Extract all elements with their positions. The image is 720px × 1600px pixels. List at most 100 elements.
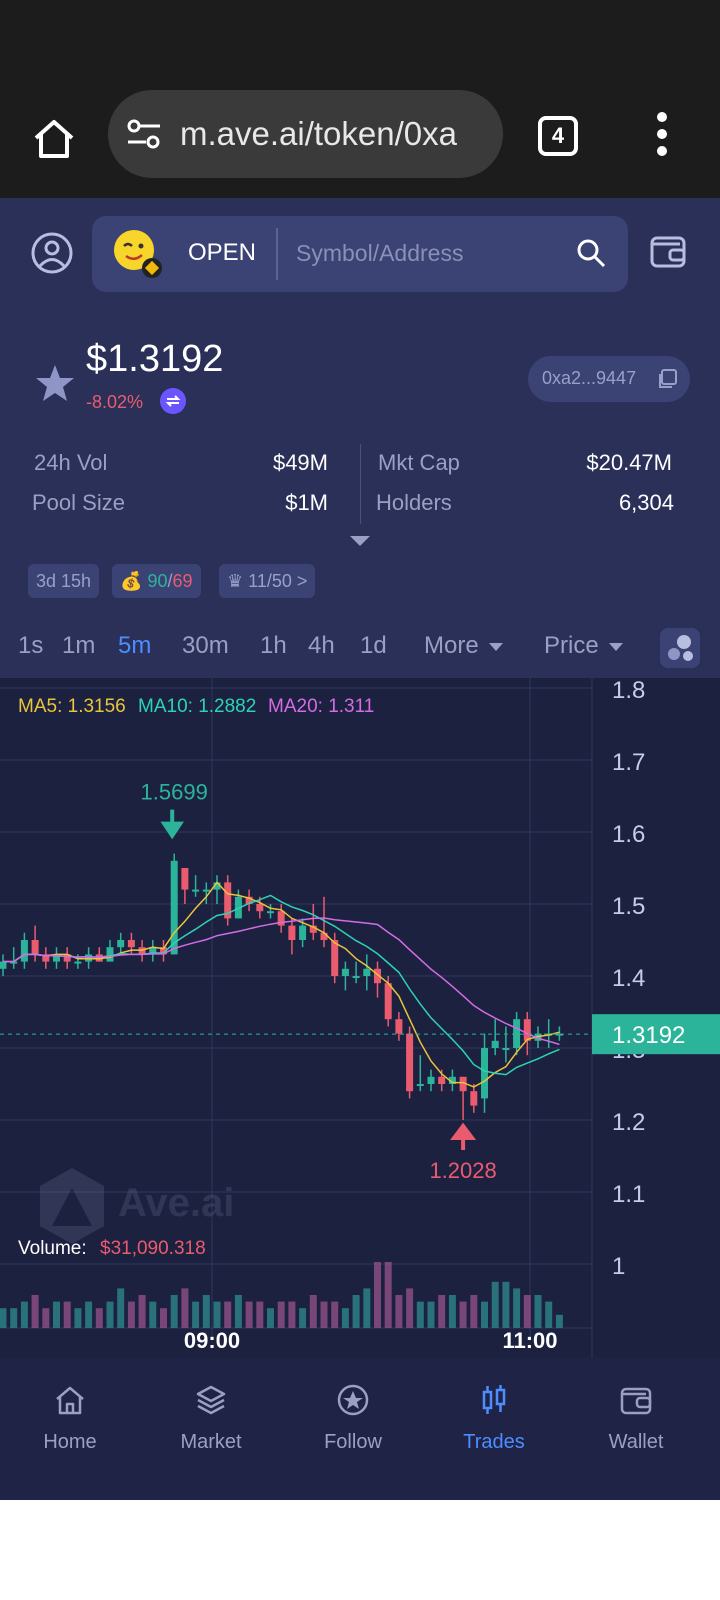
copy-icon[interactable] — [656, 368, 678, 390]
tf-30m[interactable]: 30m — [182, 632, 229, 659]
candle-body — [513, 1019, 521, 1048]
ma20-legend: MA20: 1.311 — [268, 696, 374, 717]
rank-value: 11/50 > — [248, 571, 308, 591]
nav-wallet[interactable]: Wallet — [576, 1382, 696, 1454]
tab-switcher-button[interactable]: 4 — [538, 116, 578, 156]
current-price-label: 1.3192 — [612, 1022, 685, 1049]
open-label[interactable]: OPEN — [188, 239, 257, 266]
search-input[interactable]: Symbol/Address — [296, 240, 464, 266]
volume-bar — [470, 1295, 478, 1328]
expand-caret-icon[interactable] — [350, 536, 370, 546]
candle-body — [470, 1091, 478, 1106]
swap-icon[interactable] — [160, 388, 186, 414]
volume-bar — [363, 1288, 371, 1328]
nav-home[interactable]: Home — [10, 1382, 130, 1454]
sell-count: 69 — [172, 571, 193, 591]
price-dropdown[interactable]: Price — [544, 632, 623, 660]
candle-body — [277, 911, 285, 926]
low-price-label: 1.2028 — [429, 1158, 496, 1183]
stats-divider — [360, 444, 361, 524]
token-price: $1.3192 — [86, 338, 224, 380]
volume-label: Volume: — [18, 1238, 87, 1259]
more-dropdown[interactable]: More — [424, 632, 503, 660]
contract-address-pill[interactable]: 0xa2...9447 — [528, 356, 690, 402]
current-price-tag — [592, 1014, 720, 1055]
buy-sell-tag[interactable]: 💰 90/69 — [112, 564, 201, 598]
stat-label-mkt-cap: Mkt Cap — [378, 450, 460, 475]
nav-trades-label: Trades — [463, 1431, 525, 1453]
nav-home-label: Home — [43, 1431, 97, 1453]
volume-bar — [374, 1262, 381, 1328]
rank-tag[interactable]: ♛ 11/50 > — [219, 564, 316, 598]
volume-bar — [117, 1288, 125, 1328]
indicator-settings-icon[interactable] — [660, 628, 700, 668]
volume-bar — [502, 1281, 510, 1328]
high-price-label: 1.5699 — [141, 780, 208, 805]
ave-logo-watermark: Ave.ai — [40, 1168, 234, 1244]
volume-bar — [395, 1295, 403, 1328]
candle-body — [267, 911, 274, 914]
volume-bar — [320, 1301, 328, 1328]
volume-bar — [127, 1301, 135, 1328]
candle-body — [384, 983, 392, 1020]
volume-bar — [42, 1308, 50, 1328]
volume-bar — [448, 1295, 456, 1328]
y-tick-label: 1.2 — [612, 1109, 645, 1136]
candlestick-icon — [482, 1385, 506, 1414]
volume-bar — [224, 1301, 232, 1328]
candle-body — [245, 896, 253, 904]
candle-body — [170, 860, 178, 955]
candle-body — [224, 882, 232, 919]
candle-body — [491, 1040, 499, 1048]
more-label: More — [424, 632, 479, 659]
y-tick-label: 1 — [612, 1253, 625, 1280]
volume-bar — [267, 1308, 274, 1328]
up-arrow-icon — [450, 1122, 477, 1150]
candle-body — [160, 947, 167, 955]
token-info-panel: $1.3192 -8.02% 0xa2...9447 24h Vol $49M … — [0, 308, 720, 618]
tf-4h[interactable]: 4h — [308, 632, 335, 659]
tf-1d[interactable]: 1d — [360, 632, 387, 659]
stat-label-holders: Holders — [376, 490, 452, 515]
buy-count: 90 — [147, 571, 168, 591]
volume-bar — [256, 1301, 264, 1328]
search-bar[interactable]: OPEN Symbol/Address — [92, 216, 628, 292]
stat-label-24h-vol: 24h Vol — [34, 450, 108, 475]
candle-body — [213, 882, 221, 890]
bottom-navigation: Home Market Follow Trades — [0, 1358, 720, 1500]
nav-follow[interactable]: Follow — [293, 1382, 413, 1454]
candle-body — [331, 940, 339, 976]
volume-bar — [10, 1308, 18, 1328]
wallet-icon[interactable] — [650, 232, 686, 272]
tf-1m[interactable]: 1m — [62, 632, 96, 659]
tf-1h[interactable]: 1h — [260, 632, 287, 659]
y-tick-label: 1.6 — [612, 821, 645, 848]
tf-1s[interactable]: 1s — [18, 632, 44, 659]
x-tick-label: 09:00 — [184, 1328, 240, 1353]
tf-5m[interactable]: 5m — [118, 632, 152, 659]
candle-body — [427, 1076, 435, 1084]
volume-bar — [181, 1288, 189, 1328]
home-icon[interactable] — [30, 114, 78, 162]
volume-value: $31,090.318 — [100, 1238, 206, 1259]
volume-bar — [384, 1262, 392, 1328]
address-bar[interactable]: m.ave.ai/token/0xa — [108, 90, 503, 178]
user-icon[interactable] — [30, 231, 74, 275]
candle-body — [288, 925, 296, 940]
volume-bar — [427, 1301, 435, 1328]
nav-trades[interactable]: Trades — [434, 1382, 554, 1454]
candle-body — [192, 889, 200, 892]
candle-body — [406, 1033, 414, 1092]
candle-body — [256, 904, 264, 912]
candle-body — [395, 1019, 403, 1034]
browser-menu-icon[interactable] — [655, 112, 669, 160]
price-label: Price — [544, 632, 599, 659]
site-settings-icon[interactable] — [126, 118, 162, 150]
favorite-star-icon[interactable] — [34, 362, 76, 404]
search-icon[interactable] — [576, 238, 606, 268]
volume-bar — [149, 1301, 157, 1328]
money-bag-icon: 💰 — [120, 571, 143, 591]
nav-market[interactable]: Market — [151, 1382, 271, 1454]
